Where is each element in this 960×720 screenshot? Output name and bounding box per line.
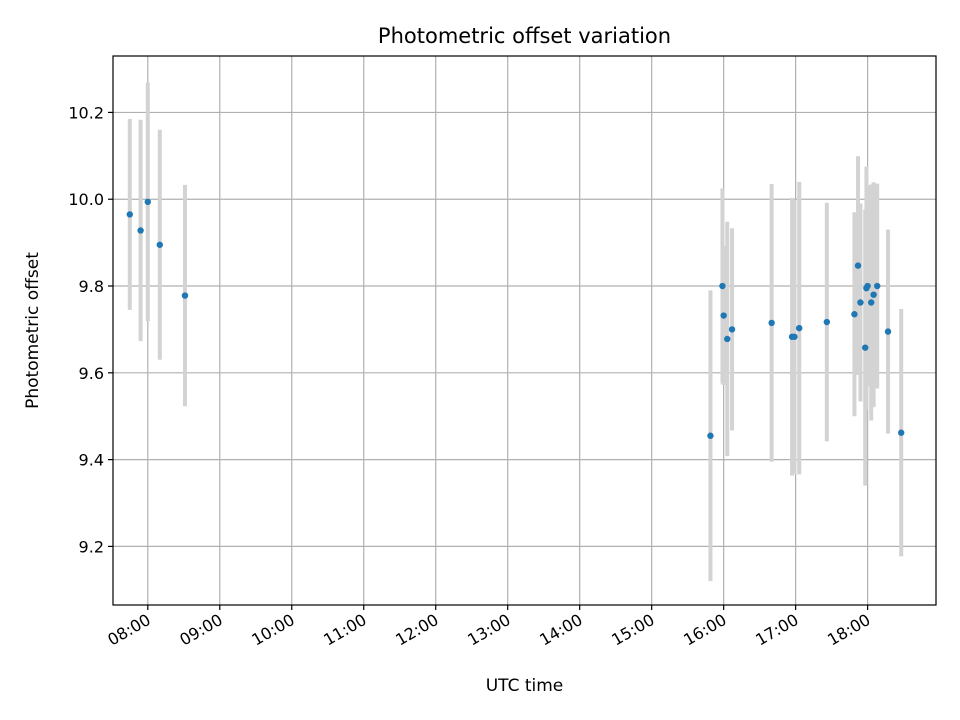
x-tick-label: 09:00 <box>176 610 225 650</box>
x-axis-label: UTC time <box>486 676 564 696</box>
data-point <box>864 282 871 290</box>
data-point <box>823 318 831 326</box>
data-point <box>137 227 144 234</box>
y-tick-label: 9.4 <box>79 451 104 470</box>
error-bars <box>127 82 904 582</box>
x-tick-label: 08:00 <box>104 610 153 650</box>
x-tick-label: 12:00 <box>392 610 441 650</box>
y-tick-label: 9.2 <box>79 537 104 556</box>
chart-title: Photometric offset variation <box>378 24 671 48</box>
ticks: 08:00 09:00 10:00 11:00 12:00 13:00 14:00 15:00… <box>68 103 873 649</box>
x-tick-label: 15:00 <box>608 610 657 650</box>
data-point <box>144 198 151 206</box>
data-point <box>898 429 905 436</box>
x-tick-label: 16:00 <box>680 610 729 650</box>
data-point <box>181 292 189 299</box>
x-tick-label: 11:00 <box>320 610 369 650</box>
grid <box>113 56 936 605</box>
data-point <box>862 344 869 351</box>
data-point <box>728 326 736 333</box>
y-axis-label: Photometric offset <box>23 252 43 409</box>
data-point <box>854 262 862 269</box>
data-point <box>857 299 864 306</box>
plot-frame <box>112 55 937 606</box>
data-point <box>126 211 133 218</box>
data-point <box>156 241 163 248</box>
x-tick-label: 17:00 <box>752 610 801 650</box>
data-point <box>720 312 727 319</box>
data-point <box>851 311 858 318</box>
data-point <box>868 299 875 306</box>
y-tick-label: 10.2 <box>68 103 104 122</box>
data-point <box>719 282 726 290</box>
data-points <box>126 198 905 439</box>
data-point <box>884 328 892 335</box>
y-tick-label: 9.8 <box>79 277 104 296</box>
data-point <box>796 324 803 332</box>
y-tick-label: 9.6 <box>79 364 104 383</box>
data-point <box>874 282 881 290</box>
data-point <box>870 291 877 298</box>
x-tick-label: 18:00 <box>824 610 873 650</box>
x-tick-label: 10:00 <box>248 610 297 650</box>
data-point <box>768 319 775 327</box>
x-tick-label: 14:00 <box>536 610 585 650</box>
data-point <box>791 333 798 340</box>
data-point <box>724 335 731 343</box>
x-tick-label: 13:00 <box>464 610 513 650</box>
y-tick-label: 10.0 <box>68 190 104 209</box>
data-point <box>707 432 714 439</box>
